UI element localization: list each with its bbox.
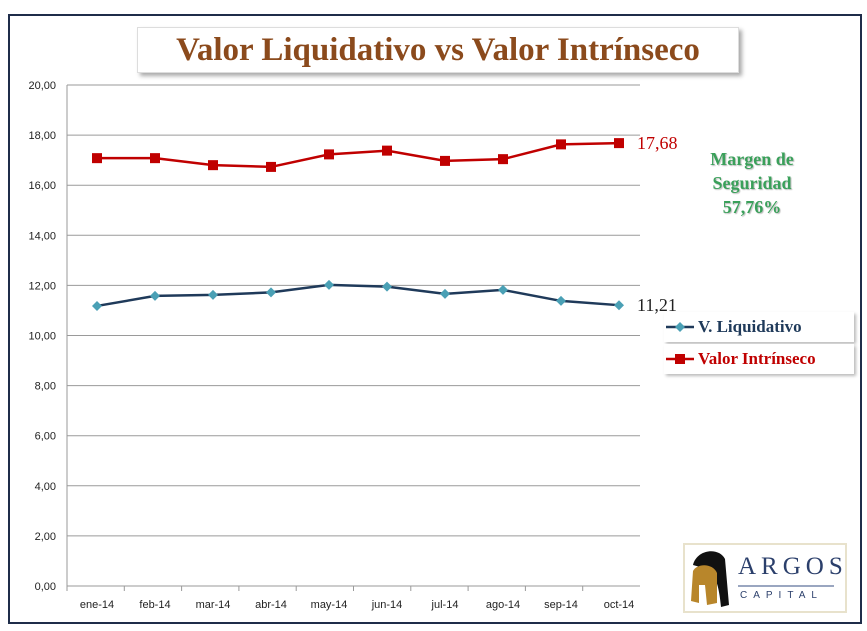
x-tick-label: ene-14 (80, 599, 114, 611)
data-point (614, 138, 624, 149)
data-point (556, 139, 566, 150)
data-point (614, 300, 624, 311)
y-tick-label: 10,00 (28, 331, 56, 343)
x-tick-label: mar-14 (196, 599, 231, 611)
x-tick-label: ago-14 (486, 599, 520, 611)
logo-subtitle: CAPITAL (740, 590, 823, 601)
y-tick-label: 20,00 (28, 80, 56, 92)
annotation-value: 57,76% (722, 197, 782, 217)
y-tick-label: 6,00 (35, 431, 56, 443)
x-tick-label: oct-14 (604, 599, 635, 611)
legend-item-v-liquidativo: V. Liquidativo (664, 312, 854, 342)
series-line-1 (97, 141, 620, 169)
data-point (556, 295, 566, 306)
legend-item-valor-intrinseco: Valor Intrínseco (664, 344, 854, 374)
end-value-label: 11,21 (637, 295, 677, 315)
x-tick-label: abr-14 (255, 599, 287, 611)
x-tick-label: feb-14 (139, 599, 170, 611)
y-tick-label: 14,00 (28, 230, 56, 242)
y-tick-label: 4,00 (35, 481, 56, 493)
end-value-label: 17,68 (637, 133, 678, 153)
data-point (92, 153, 102, 164)
data-point (498, 284, 508, 295)
y-tick-label: 16,00 (28, 180, 56, 192)
y-tick-label: 2,00 (35, 531, 56, 543)
chart-title: Valor Liquidativo vs Valor Intrínseco (137, 27, 739, 73)
logo-name: ARGOS (738, 553, 848, 580)
legend-label: Valor Intrínseco (698, 349, 816, 368)
y-tick-label: 18,00 (28, 130, 56, 142)
data-point (324, 149, 334, 160)
data-point (208, 160, 218, 171)
data-point (266, 161, 276, 172)
data-point (440, 155, 450, 166)
data-point (92, 300, 102, 311)
annotation-line2: Seguridad (712, 173, 792, 193)
series-line-0 (96, 283, 620, 308)
data-point (498, 154, 508, 165)
y-tick-label: 0,00 (35, 581, 56, 593)
safety-margin-annotation: Margen de Seguridad 57,76% (692, 147, 812, 219)
data-point (382, 145, 392, 156)
x-tick-label: sep-14 (544, 599, 578, 611)
annotation-line1: Margen de (710, 149, 794, 169)
data-point (266, 287, 276, 298)
data-point (150, 290, 160, 301)
helmet-icon (691, 551, 729, 607)
square-marker-icon (664, 344, 698, 374)
data-point (208, 289, 218, 300)
x-tick-label: may-14 (311, 599, 348, 611)
data-point (440, 288, 450, 299)
data-point (324, 279, 334, 290)
diamond-marker-icon (664, 312, 698, 342)
data-point (382, 281, 392, 292)
argos-capital-logo: ARGOS CAPITAL (683, 543, 847, 613)
data-point (150, 153, 160, 164)
x-tick-label: jun-14 (371, 599, 403, 611)
y-tick-label: 12,00 (28, 280, 56, 292)
x-tick-label: jul-14 (431, 599, 459, 611)
legend-label: V. Liquidativo (698, 317, 802, 336)
y-tick-label: 8,00 (35, 381, 56, 393)
